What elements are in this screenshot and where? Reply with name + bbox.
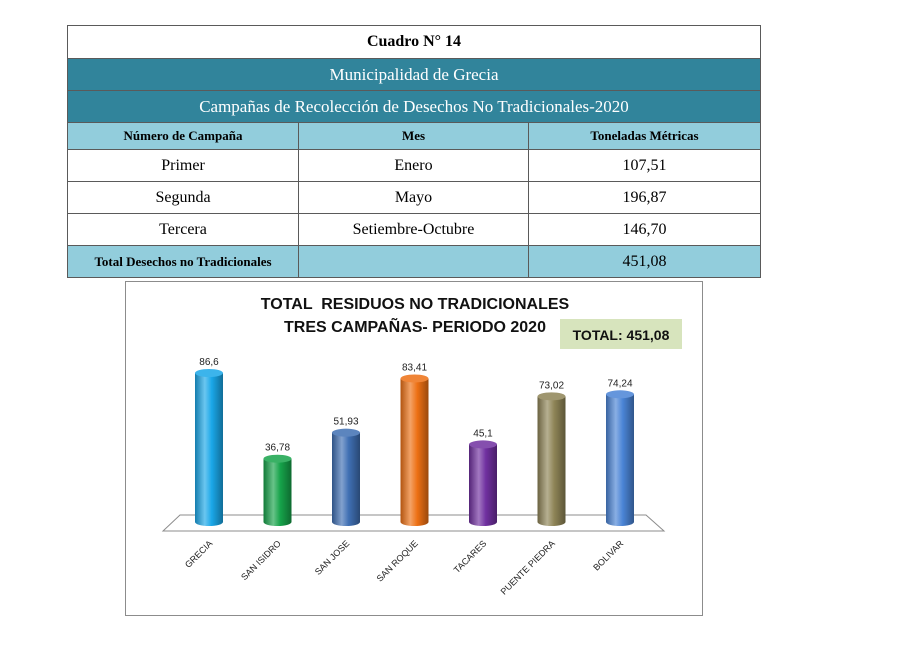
data-label: 83,41 (402, 362, 427, 373)
bar-grecia (195, 373, 223, 526)
cell-campaign: Primer (67, 149, 299, 182)
bar-cap (606, 390, 634, 399)
bar-chart: TOTAL RESIDUOS NO TRADICIONALES TRES CAM… (161, 296, 682, 597)
total-tons: 451,08 (527, 245, 762, 278)
category-label: TACARES (452, 538, 489, 575)
cell-campaign: Tercera (67, 213, 299, 246)
data-label: 51,93 (333, 417, 358, 428)
category-label: SAN JOSE (313, 538, 352, 577)
category-label: PUENTE PIEDRA (499, 538, 557, 596)
bars-layer (195, 369, 634, 526)
category-label: SAN ROQUE (375, 538, 420, 583)
table-row: Tercera Setiembre-Octubre 146,70 (67, 213, 762, 246)
bar-cap (195, 369, 223, 377)
cell-tons: 107,51 (527, 149, 762, 182)
table-subtitle-campaigns: Campañas de Recolección de Desechos No T… (66, 90, 762, 123)
category-label: GRECIA (183, 538, 214, 569)
bar-bolivar (606, 394, 634, 526)
campaign-table: Cuadro N° 14 Municipalidad de Grecia Cam… (66, 25, 762, 278)
chart-frame: TOTAL RESIDUOS NO TRADICIONALES TRES CAM… (125, 281, 703, 616)
header-campaign-number: Número de Campaña (67, 122, 299, 150)
data-label: 86,6 (199, 357, 219, 368)
data-label: 74,24 (607, 378, 632, 389)
cell-tons: 196,87 (527, 181, 762, 214)
cell-campaign: Segunda (67, 181, 299, 214)
total-badge-text: TOTAL: 451,08 (573, 327, 670, 343)
table-title: Cuadro N° 14 (66, 25, 762, 59)
table-subtitle-municipality: Municipalidad de Grecia (66, 58, 762, 91)
data-label: 73,02 (539, 380, 564, 391)
table-row: Segunda Mayo 196,87 (67, 181, 762, 214)
cell-month: Setiembre-Octubre (298, 213, 529, 246)
category-label: SAN ISIDRO (239, 538, 283, 582)
bar-cap (400, 374, 429, 383)
data-label: 45,1 (473, 428, 493, 439)
bar-cap (537, 392, 566, 401)
bar-puente-piedra (537, 396, 566, 526)
total-badge (560, 319, 682, 349)
bar-tacares (469, 444, 497, 526)
cell-month: Mayo (298, 181, 529, 214)
total-label: Total Desechos no Tradicionales (67, 245, 299, 278)
bar-cap (469, 440, 497, 449)
table-row: Primer Enero 107,51 (67, 149, 762, 182)
cell-tons: 146,70 (527, 213, 762, 246)
header-month: Mes (298, 122, 529, 150)
cell-month: Enero (298, 149, 529, 182)
category-label: BOLIVAR (591, 538, 626, 573)
bar-cap (263, 454, 292, 463)
bar-san-isidro (263, 458, 292, 526)
data-label: 36,78 (265, 443, 290, 454)
bar-san-jose (332, 432, 360, 526)
bar-cap (332, 428, 360, 437)
header-metric-tons: Toneladas Métricas (527, 122, 762, 150)
chart-title: TOTAL RESIDUOS NO TRADICIONALES (261, 296, 570, 313)
total-month (298, 245, 529, 278)
bar-san-roque (400, 378, 429, 526)
chart-subtitle: TRES CAMPAÑAS- PERIODO 2020 (284, 316, 546, 336)
total-row: Total Desechos no Tradicionales 451,08 (67, 245, 762, 278)
